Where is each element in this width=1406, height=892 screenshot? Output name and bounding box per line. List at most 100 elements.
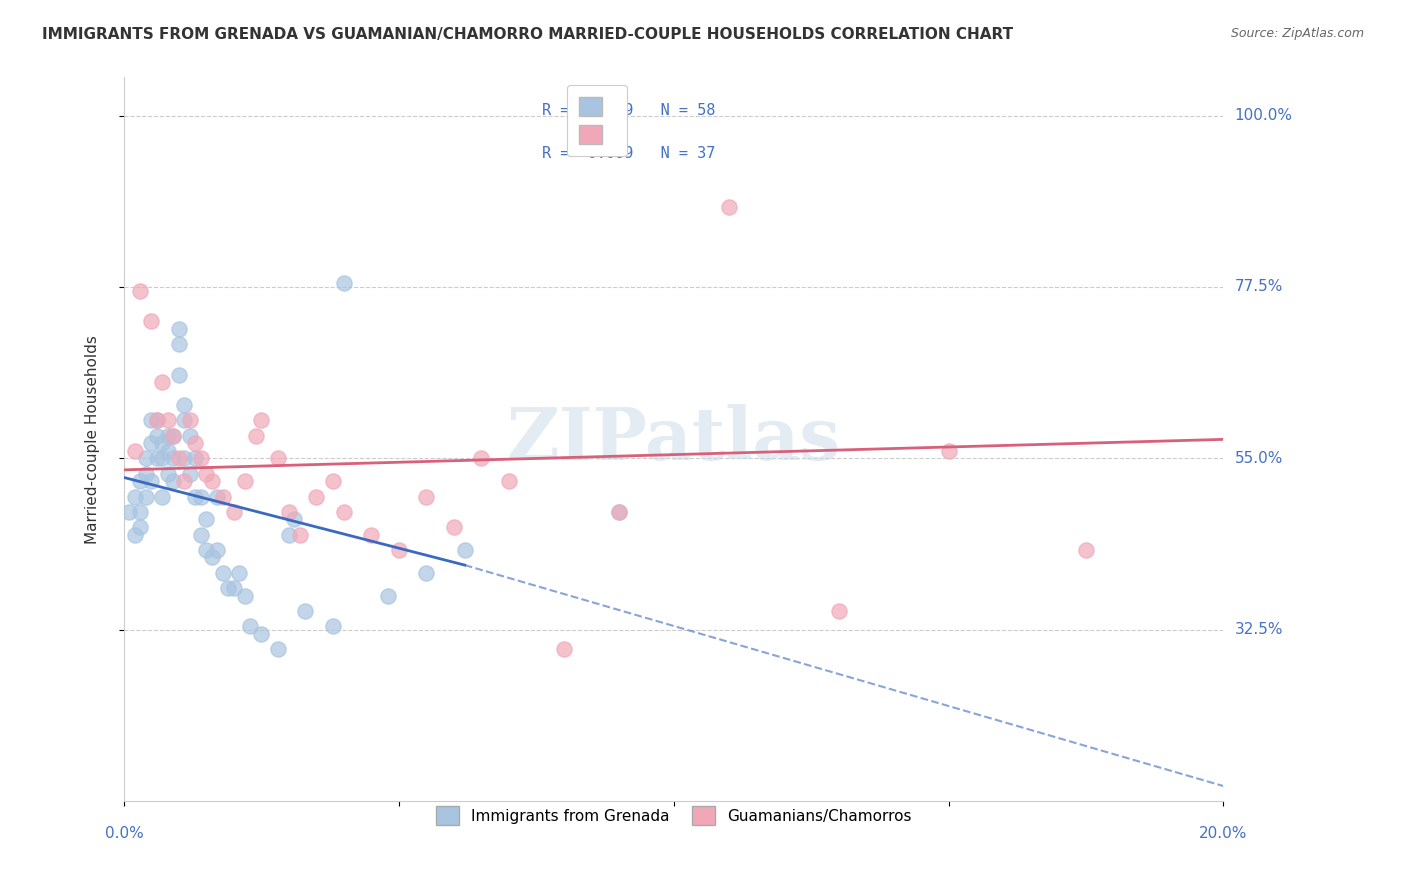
Point [222, 505, 245, 519]
Point [283, 512, 305, 526]
Point [277, 527, 299, 541]
Point [195, 467, 218, 481]
Point [173, 413, 195, 427]
Point [233, 589, 256, 603]
Point [135, 490, 157, 504]
Point [141, 436, 163, 450]
Point [141, 475, 163, 489]
Point [162, 428, 184, 442]
Point [222, 581, 245, 595]
Point [228, 566, 250, 580]
Point [167, 322, 190, 336]
Point [322, 619, 344, 633]
Point [152, 436, 174, 450]
Point [156, 443, 179, 458]
Text: 77.5%: 77.5% [1234, 279, 1282, 294]
Point [377, 589, 399, 603]
Point [267, 641, 290, 656]
Point [498, 475, 520, 489]
Text: R = -0.109   N = 58: R = -0.109 N = 58 [541, 103, 716, 118]
Point [195, 542, 218, 557]
Point [184, 451, 207, 466]
Point [190, 527, 212, 541]
Point [173, 451, 195, 466]
Point [162, 428, 184, 442]
Text: 0.0%: 0.0% [104, 826, 143, 841]
Point [129, 505, 152, 519]
Point [294, 604, 316, 618]
Point [146, 451, 169, 466]
Text: 32.5%: 32.5% [1234, 623, 1284, 638]
Point [167, 337, 190, 351]
Text: Source: ZipAtlas.com: Source: ZipAtlas.com [1230, 27, 1364, 40]
Point [938, 443, 960, 458]
Point [239, 619, 262, 633]
Y-axis label: Married-couple Households: Married-couple Households [86, 334, 100, 544]
Point [146, 428, 169, 442]
Point [201, 475, 224, 489]
Point [333, 276, 356, 290]
Point [322, 475, 344, 489]
Point [443, 520, 465, 534]
Point [129, 475, 152, 489]
Point [250, 626, 273, 640]
Point [162, 451, 184, 466]
Text: 20.0%: 20.0% [1199, 826, 1247, 841]
Point [179, 428, 201, 442]
Point [267, 451, 290, 466]
Point [470, 451, 492, 466]
Point [184, 436, 207, 450]
Text: IMMIGRANTS FROM GRENADA VS GUAMANIAN/CHAMORRO MARRIED-COUPLE HOUSEHOLDS CORRELAT: IMMIGRANTS FROM GRENADA VS GUAMANIAN/CHA… [42, 27, 1014, 42]
Text: 100.0%: 100.0% [1234, 108, 1292, 123]
Point [288, 527, 311, 541]
Point [233, 475, 256, 489]
Point [152, 376, 174, 390]
Point [173, 475, 195, 489]
Point [146, 413, 169, 427]
Point [118, 505, 141, 519]
Point [212, 490, 235, 504]
Point [124, 443, 146, 458]
Point [141, 413, 163, 427]
Point [173, 398, 195, 412]
Point [415, 566, 437, 580]
Point [250, 413, 273, 427]
Point [212, 566, 235, 580]
Point [305, 490, 328, 504]
Point [152, 451, 174, 466]
Point [156, 467, 179, 481]
Point [607, 505, 630, 519]
Text: ZIPatlas: ZIPatlas [506, 404, 841, 475]
Point [141, 314, 163, 328]
Point [124, 490, 146, 504]
Point [195, 512, 218, 526]
Point [553, 641, 575, 656]
Point [245, 428, 267, 442]
Point [190, 451, 212, 466]
Point [152, 490, 174, 504]
Point [217, 581, 239, 595]
Point [333, 505, 356, 519]
Point [135, 451, 157, 466]
Point [201, 550, 224, 565]
Legend: Immigrants from Grenada, Guamanians/Chamorros: Immigrants from Grenada, Guamanians/Cham… [423, 794, 924, 837]
Point [135, 467, 157, 481]
Point [146, 413, 169, 427]
Point [360, 527, 382, 541]
Point [162, 475, 184, 489]
Point [190, 490, 212, 504]
Point [415, 490, 437, 504]
Point [184, 490, 207, 504]
Point [277, 505, 299, 519]
Point [607, 505, 630, 519]
Point [207, 490, 229, 504]
Point [129, 520, 152, 534]
Point [717, 200, 740, 214]
Point [388, 542, 411, 557]
Point [454, 542, 477, 557]
Point [167, 451, 190, 466]
Point [1074, 542, 1097, 557]
Point [156, 413, 179, 427]
Point [827, 604, 849, 618]
Point [167, 368, 190, 382]
